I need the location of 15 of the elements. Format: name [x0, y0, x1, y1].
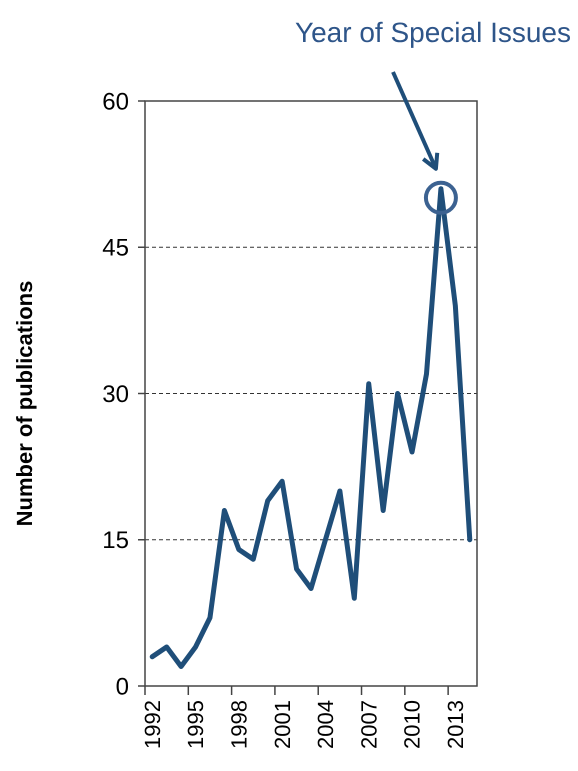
x-tick-label: 1992: [140, 700, 165, 749]
x-tick-label: 2013: [443, 700, 468, 749]
y-tick-label: 30: [102, 380, 129, 408]
y-tick-label: 45: [102, 234, 129, 262]
x-tick-label: 2004: [313, 700, 338, 749]
y-tick-label: 0: [116, 673, 129, 700]
text: Year of Special Issues: [294, 17, 571, 48]
x-tick-label: 2001: [270, 700, 295, 749]
y-tick-label: 15: [102, 527, 129, 554]
x-tick-label: 1998: [226, 700, 252, 749]
y-axis-title: Number of publications: [12, 280, 37, 526]
x-tick-label: 2010: [400, 700, 425, 749]
y-tick-label: 60: [102, 88, 129, 116]
x-tick-label: 2007: [356, 700, 382, 749]
x-tick-label: 1995: [183, 700, 208, 749]
